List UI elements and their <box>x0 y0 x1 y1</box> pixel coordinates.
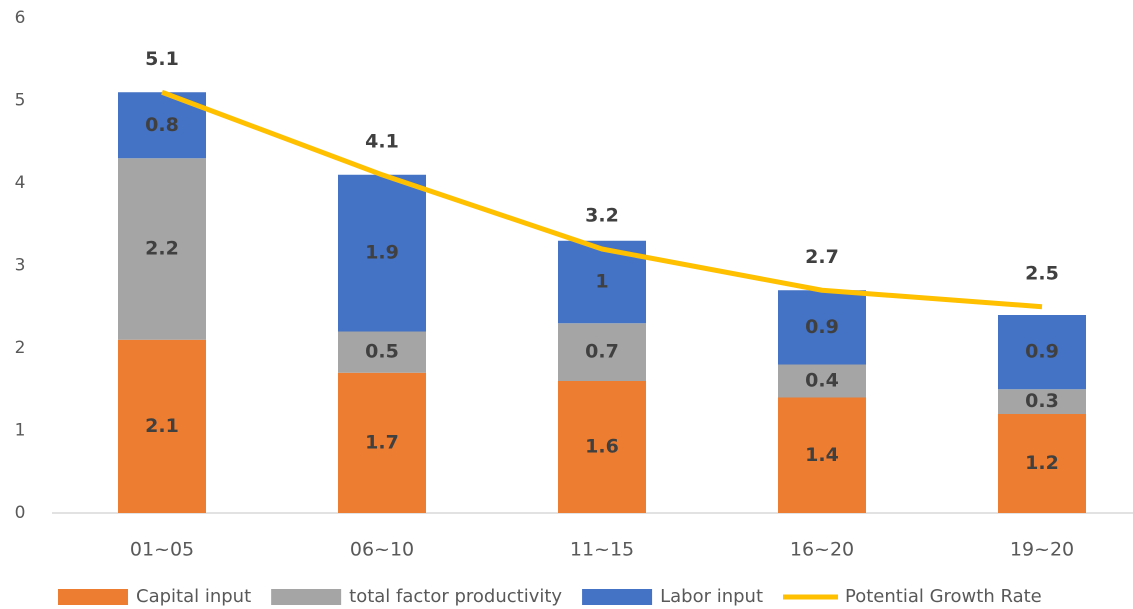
bar-segment <box>558 323 646 381</box>
bar-segment <box>778 397 866 513</box>
y-tick-label: 1 <box>15 421 26 441</box>
bar-segment <box>338 372 426 513</box>
data-label: 2.5 <box>1025 262 1059 284</box>
bar-segment <box>998 389 1086 414</box>
data-label: 1.9 <box>365 242 399 264</box>
data-label: 5.1 <box>145 48 179 70</box>
data-label: 0.4 <box>805 370 839 392</box>
bar-segment <box>558 381 646 513</box>
data-label: 1.4 <box>805 444 839 466</box>
legend-label: Labor input <box>660 586 763 607</box>
legend-marker <box>271 589 342 605</box>
x-tick-label: 01~05 <box>130 539 194 561</box>
x-tick-label: 16~20 <box>790 539 854 561</box>
legend-label: total factor productivity <box>349 586 562 607</box>
data-label: 0.9 <box>1025 341 1059 363</box>
data-label: 3.2 <box>585 205 619 227</box>
bar-segment <box>338 331 426 373</box>
legend-marker <box>582 589 653 605</box>
data-label: 0.5 <box>365 341 399 363</box>
data-label: 1.7 <box>365 431 399 453</box>
bar-segment <box>338 174 426 332</box>
data-label: 0.9 <box>805 316 839 338</box>
legend-marker <box>58 589 128 605</box>
data-label: 2.7 <box>805 246 839 268</box>
data-label: 4.1 <box>365 130 399 152</box>
bar-segment <box>778 364 866 398</box>
y-tick-label: 6 <box>15 8 26 28</box>
bar-segment <box>778 290 866 365</box>
data-label: 1 <box>595 271 608 293</box>
line <box>161 89 1043 310</box>
legend-label: Capital input <box>136 586 251 607</box>
y-tick-label: 0 <box>15 503 26 523</box>
y-tick-label: 5 <box>15 91 26 111</box>
data-label: 0.7 <box>585 341 619 363</box>
y-tick-label: 4 <box>15 173 26 193</box>
bar-segment <box>118 158 206 340</box>
data-label: 1.6 <box>585 436 619 458</box>
data-label: 2.1 <box>145 415 179 437</box>
bar-segment <box>998 414 1086 513</box>
data-label: 0.8 <box>145 114 179 136</box>
data-label: 2.2 <box>145 238 179 260</box>
bar-segment <box>118 339 206 513</box>
y-tick-label: 3 <box>15 256 26 276</box>
data-label: 0.3 <box>1025 390 1059 412</box>
y-tick-label: 2 <box>15 338 26 358</box>
legend-label: Potential Growth Rate <box>845 586 1042 607</box>
data-label: 1.2 <box>1025 452 1059 474</box>
x-tick-label: 19~20 <box>1010 539 1074 561</box>
x-tick-label: 06~10 <box>350 539 414 561</box>
bar-segment <box>998 315 1086 390</box>
x-tick-label: 11~15 <box>570 539 634 561</box>
